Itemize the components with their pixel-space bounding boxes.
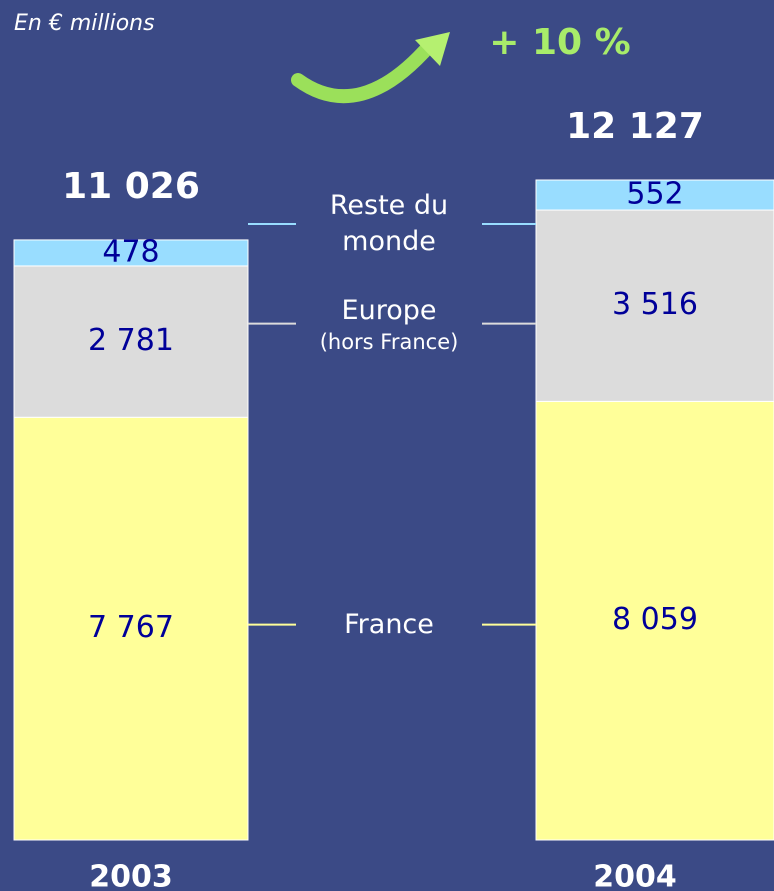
growth-arrow (291, 38, 437, 104)
legend-note: (hors France) (319, 329, 459, 354)
bar-segment (535, 179, 774, 211)
value-label: 7 767 (88, 610, 174, 645)
bar-segment (13, 265, 249, 418)
total-label: 11 026 (62, 166, 200, 207)
legend-label: Europe (hors France) (299, 293, 479, 355)
value-label: 8 059 (612, 602, 698, 637)
legend-label: Reste du monde (314, 188, 464, 260)
annotation: + 10 % (489, 22, 630, 63)
value-label: 552 (626, 177, 683, 212)
value-label: 2 781 (88, 323, 174, 358)
legend-label: France (299, 607, 479, 643)
bar-segment (535, 400, 774, 841)
value-label: 3 516 (612, 287, 698, 322)
legend-name: Reste du monde (329, 189, 449, 257)
total-label: 12 127 (566, 106, 704, 147)
subtitle: En € millions (14, 11, 155, 36)
category-label: 2004 (593, 860, 677, 891)
value-label: 478 (102, 234, 159, 269)
category-label: 2003 (89, 860, 173, 891)
arrow-head (415, 32, 450, 66)
legend-name: France (344, 608, 434, 640)
legend-name: Europe (341, 294, 437, 326)
bar-segment (13, 239, 249, 267)
